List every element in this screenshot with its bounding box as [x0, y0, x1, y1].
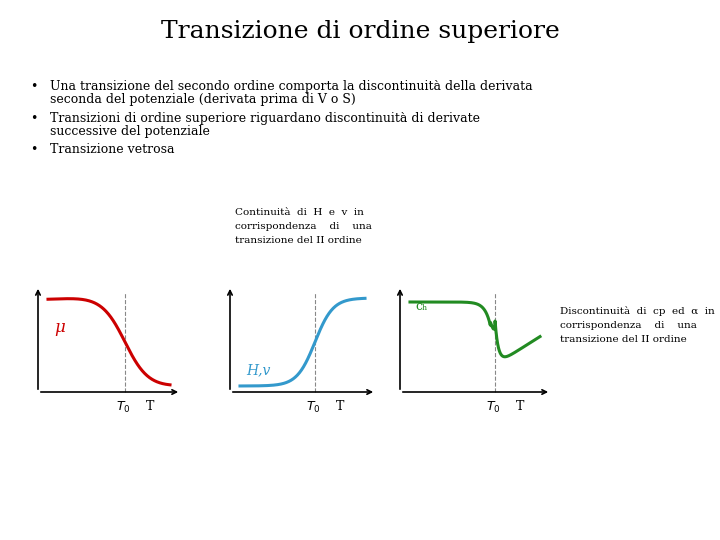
Text: T: T [336, 400, 344, 413]
Text: Transizioni di ordine superiore riguardano discontinuità di derivate: Transizioni di ordine superiore riguarda… [50, 112, 480, 125]
Text: $T_0$: $T_0$ [486, 400, 500, 415]
Text: $T_0$: $T_0$ [116, 400, 130, 415]
Text: H,v: H,v [246, 363, 270, 377]
Text: μ: μ [55, 319, 66, 335]
Text: successive del potenziale: successive del potenziale [50, 125, 210, 138]
Text: Transizione di ordine superiore: Transizione di ordine superiore [161, 20, 559, 43]
Text: •: • [30, 112, 37, 125]
Text: $T_0$: $T_0$ [306, 400, 320, 415]
Text: Discontinuità  di  cp  ed  α  in
corrispondenza    di    una
transizione del II : Discontinuità di cp ed α in corrisponden… [560, 306, 715, 344]
Text: T: T [516, 400, 524, 413]
Text: •: • [30, 80, 37, 93]
Text: •: • [30, 143, 37, 156]
Text: Continuità  di  H  e  v  in
corrispondenza    di    una
transizione del II ordin: Continuità di H e v in corrispondenza di… [235, 208, 372, 245]
Text: T: T [146, 400, 154, 413]
Text: cₕ: cₕ [415, 300, 428, 313]
Text: seconda del potenziale (derivata prima di V o S): seconda del potenziale (derivata prima d… [50, 93, 356, 106]
Text: Transizione vetrosa: Transizione vetrosa [50, 143, 174, 156]
Text: Una transizione del secondo ordine comporta la discontinuità della derivata: Una transizione del secondo ordine compo… [50, 80, 533, 93]
